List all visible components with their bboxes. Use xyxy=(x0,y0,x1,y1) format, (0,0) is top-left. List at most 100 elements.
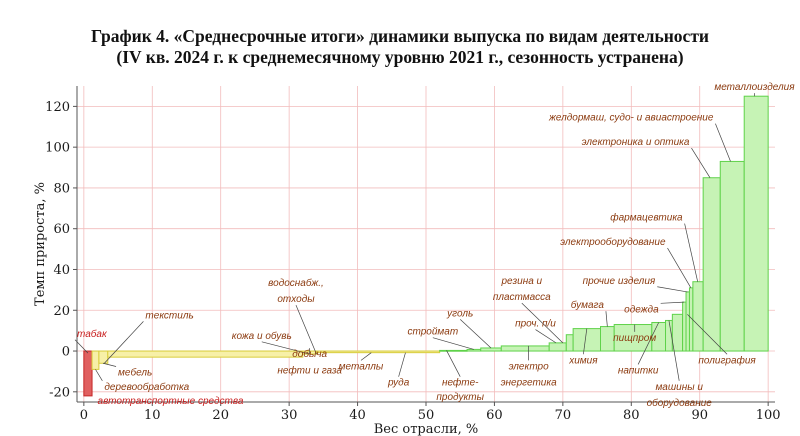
chart-title-line2: (IV кв. 2024 г. к среднемесячному уровню… xyxy=(116,47,684,67)
annotation-label-26: продукты xyxy=(436,392,484,403)
annotation-label-24: руда xyxy=(387,378,410,389)
annotation-label-19: деревообработка xyxy=(104,381,189,393)
bar-22 xyxy=(702,177,721,352)
annotation-label-13: водоснабж., xyxy=(268,277,324,289)
x-tick-label: 20 xyxy=(212,408,229,423)
bars-group xyxy=(83,95,769,397)
bar-11 xyxy=(565,334,574,352)
x-axis-label: Вес отрасли, % xyxy=(374,422,479,436)
annotation-leader-10 xyxy=(535,329,557,344)
x-tick-label: 0 xyxy=(80,408,88,423)
bar-24 xyxy=(743,95,769,352)
bar-23 xyxy=(719,160,745,352)
annotation-leader-11 xyxy=(459,319,492,349)
y-tick-label: 20 xyxy=(53,304,70,319)
axes xyxy=(73,86,775,406)
annotation-leader-14 xyxy=(295,304,317,355)
y-tick-label: 40 xyxy=(53,263,70,278)
annotation-leader-7 xyxy=(605,311,608,327)
y-tick-label: 0 xyxy=(62,345,70,360)
annotation-leader-5 xyxy=(657,286,688,293)
annotation-label-28: энергетика xyxy=(501,378,557,389)
bar-1 xyxy=(91,350,100,370)
annotation-label-33: оборудование xyxy=(647,397,713,409)
leader-lines xyxy=(74,93,755,381)
bar-0 xyxy=(83,350,93,397)
annotation-leader-24 xyxy=(398,352,406,377)
annotation-label-22: нефти и газа xyxy=(277,364,342,376)
y-tick-label: 60 xyxy=(53,222,70,237)
annotation-label-32: машины и xyxy=(655,382,703,393)
annotation-label-21: добыча xyxy=(292,348,327,360)
bar-12 xyxy=(572,328,601,352)
y-tick-label: 80 xyxy=(53,181,70,196)
annotation-label-29: химия xyxy=(568,355,598,366)
annotation-label-30: пищпром xyxy=(613,333,656,344)
y-tick-label: 120 xyxy=(45,100,70,115)
annotation-label-18: мебель xyxy=(118,366,152,378)
annotation-label-10: проч. п/и xyxy=(515,319,556,330)
annotation-label-27: электро xyxy=(509,361,550,372)
annotation-leader-9 xyxy=(521,302,564,344)
annotation-label-0: металлоизделия xyxy=(714,82,795,93)
y-axis-label: Темп прироста, % xyxy=(33,182,48,306)
x-tick-label: 60 xyxy=(486,408,503,423)
bar-10 xyxy=(548,342,567,352)
tick-labels: 0 10 20 30 40 50 60 70 80 90 100 -20 0 20 40 60 80 100 120 xyxy=(45,100,780,423)
annotation-leader-12 xyxy=(432,337,474,350)
bar-19 xyxy=(685,291,690,352)
annotation-label-3: фармацевтика xyxy=(610,212,683,224)
annotation-label-23: металлы xyxy=(339,361,384,372)
bar-18 xyxy=(682,301,687,352)
bar-5 xyxy=(316,350,441,354)
annotation-leader-18 xyxy=(102,362,117,367)
annotation-leader-6 xyxy=(660,301,685,304)
y-tick-label: 100 xyxy=(45,141,70,156)
annotation-leader-2 xyxy=(691,147,711,178)
annotation-label-1: желдормаш, судо- и авиастроение xyxy=(548,113,714,124)
annotation-label-25: нефте- xyxy=(442,377,479,389)
annotation-label-6: одежда xyxy=(624,304,659,315)
annotation-leader-1 xyxy=(715,123,731,162)
annotation-label-14: отходы xyxy=(277,294,315,305)
y-tick-label: -20 xyxy=(49,385,70,400)
annotation-label-11: уголь xyxy=(446,308,473,319)
annotation-label-31: напитки xyxy=(618,365,659,376)
x-tick-label: 50 xyxy=(418,408,435,423)
annotation-label-15: кожа и обувь xyxy=(232,330,292,342)
annotation-label-4: электрооборудование xyxy=(560,236,666,248)
bar-9 xyxy=(500,345,550,352)
annotation-label-16: текстиль xyxy=(145,310,193,321)
bar-17 xyxy=(671,313,684,352)
annotation-leader-25 xyxy=(446,350,461,377)
chart-title-line1: График 4. «Среднесрочные итоги» динамики… xyxy=(90,26,710,46)
annotation-label-2: электроника и оптика xyxy=(582,137,690,148)
annotation-leader-3 xyxy=(684,223,699,282)
bar-14 xyxy=(613,324,653,352)
annotation-leader-34 xyxy=(687,314,728,355)
annotation-leader-31 xyxy=(637,322,659,365)
annotation-leader-4 xyxy=(667,247,692,289)
annotation-label-17: табак xyxy=(77,328,108,340)
bar-8 xyxy=(480,347,502,352)
annotation-leader-23 xyxy=(360,352,372,361)
bar-21 xyxy=(692,281,704,352)
annotation-label-7: бумага xyxy=(571,299,605,311)
annotation-label-20: автотранспортные средства xyxy=(98,396,244,407)
annotation-label-5: прочие изделия xyxy=(583,276,656,287)
x-tick-label: 40 xyxy=(349,408,366,423)
bar-6 xyxy=(439,349,468,352)
annotation-label-8: резина и xyxy=(500,276,542,287)
annotation-leader-29 xyxy=(583,328,588,355)
annotation-leader-16 xyxy=(104,321,144,364)
annotations: металлоизделия желдормаш, судо- и авиастр… xyxy=(77,82,795,409)
annotation-label-12: строймат xyxy=(408,327,459,338)
annotation-label-34: полиграфия xyxy=(698,354,756,366)
x-tick-label: 80 xyxy=(623,408,640,423)
x-tick-label: 90 xyxy=(691,408,708,423)
x-tick-label: 30 xyxy=(281,408,298,423)
annotation-leader-32 xyxy=(668,320,680,381)
bar-13 xyxy=(600,326,615,352)
x-tick-label: 70 xyxy=(555,408,572,423)
